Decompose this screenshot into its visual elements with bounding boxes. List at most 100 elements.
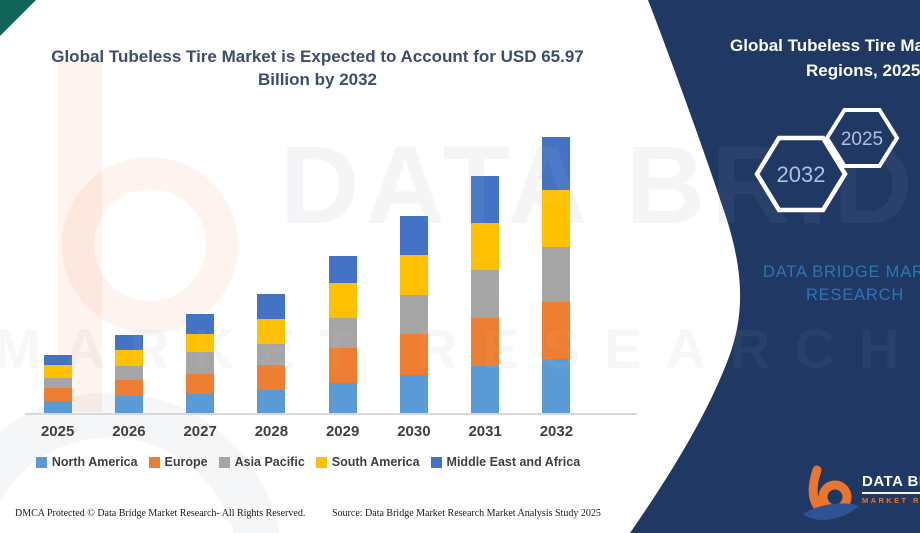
bar-segment <box>43 388 72 401</box>
bar-segment <box>43 365 72 378</box>
watermark-logo-stem <box>58 62 102 412</box>
bar-segment <box>399 374 428 413</box>
stacked-bar-2029 <box>328 256 357 413</box>
stacked-bar-2030 <box>399 216 428 413</box>
legend-label: Middle East and Africa <box>446 455 581 469</box>
logo-b-stem <box>808 465 826 515</box>
bar-segment <box>186 334 215 353</box>
hexagons: 2025 2032 <box>754 108 900 213</box>
bar-segment <box>471 175 500 224</box>
bar-segment <box>257 318 286 345</box>
legend-label: North America <box>51 455 138 469</box>
bar-segment <box>399 294 428 335</box>
bar-segment <box>114 365 143 381</box>
logo-swoosh <box>803 503 859 520</box>
legend-swatch-icon <box>148 456 160 468</box>
dbmr-logo: DATA BRI MARKET RE <box>800 458 920 530</box>
stacked-bar-2026 <box>114 335 143 413</box>
bar-segment <box>186 352 215 374</box>
x-axis-label: 2030 <box>397 423 431 440</box>
stacked-bar-2032 <box>542 137 571 413</box>
bar-segment <box>399 216 428 255</box>
bar-segment <box>328 256 357 284</box>
legend-item: Middle East and Africa <box>430 455 581 469</box>
x-axis-label: 2031 <box>468 423 502 440</box>
legend-swatch-icon <box>315 456 327 468</box>
stacked-bar-2028 <box>257 294 286 413</box>
x-axis-labels: 2025 2026 2027 2028 2029 2030 2031 2032 <box>22 423 592 440</box>
x-axis-line <box>25 413 637 415</box>
legend-label: Europe <box>164 455 208 469</box>
bar-segment <box>328 283 357 319</box>
bar-segment <box>542 358 571 413</box>
bar-segment <box>328 347 357 383</box>
bar-segment <box>257 364 286 391</box>
legend-item: Europe <box>148 455 208 469</box>
bar-segment <box>542 190 571 247</box>
legend-item: South America <box>315 455 420 469</box>
legend-label: South America <box>331 455 420 469</box>
bar-segment <box>114 335 143 350</box>
watermark-logo-bowl <box>62 157 238 333</box>
stacked-bar-2031 <box>471 175 500 413</box>
hexagon-2032-label: 2032 <box>777 162 826 187</box>
legend: North America Europe Asia Pacific South Ame… <box>16 455 600 469</box>
bar-segment <box>257 294 286 319</box>
bar-segment <box>471 318 500 366</box>
x-axis-label: 2028 <box>254 423 289 440</box>
bar-segment <box>43 355 72 366</box>
hexagon-2025-label: 2025 <box>841 129 883 150</box>
legend-label: Asia Pacific <box>234 455 305 469</box>
footer-dmca-text: DMCA Protected © Data Bridge Market Rese… <box>15 508 306 519</box>
hexagon-2025-icon <box>824 108 900 168</box>
bar-segment <box>399 334 428 375</box>
watermark-swoosh-arc <box>0 392 280 533</box>
bar-segment <box>328 382 357 413</box>
legend-item: North America <box>35 455 138 469</box>
stacked-bar-2025 <box>43 355 72 413</box>
bar-segment <box>114 349 143 366</box>
plot-area <box>22 0 592 413</box>
bar-segment <box>114 396 143 413</box>
logo-subtext: MARKET RE <box>862 496 920 505</box>
panel-brand-line2: RESEARCH <box>805 286 905 304</box>
bar-segment <box>186 393 215 413</box>
footer-source-text: Source: Data Bridge Market Research Mark… <box>332 508 601 519</box>
bar-segment <box>186 373 215 394</box>
bar-segment <box>43 377 72 389</box>
x-axis-label: 2026 <box>112 423 146 440</box>
bar-segment <box>542 137 571 191</box>
legend-swatch-icon <box>35 456 47 468</box>
bar-segment <box>114 380 143 397</box>
stacked-bar-2027 <box>186 313 215 413</box>
chart-title: Global Tubeless Tire Market is Expected … <box>40 45 595 91</box>
legend-item: Asia Pacific <box>218 455 305 469</box>
bar-segment <box>43 400 72 413</box>
logo-wordmark: DATA BRI <box>862 473 920 494</box>
bar-segment <box>328 318 357 348</box>
panel-title-line2: Regions, 2025 & <box>806 61 920 80</box>
legend-swatch-icon <box>430 456 442 468</box>
hexagon-2032-icon <box>754 135 848 213</box>
chart-title-line1: Global Tubeless Tire Market is Expected … <box>51 47 584 66</box>
bar-segment <box>542 302 571 359</box>
x-axis-label: 2027 <box>183 423 217 440</box>
bar-segment <box>471 223 500 270</box>
dbmr-logo-mark-icon <box>803 465 859 520</box>
x-axis-label: 2032 <box>539 423 574 440</box>
bar-segment <box>471 365 500 413</box>
bar-segment <box>399 254 428 295</box>
chart-title-line2: Billion by 2032 <box>257 70 378 89</box>
x-axis-label: 2029 <box>325 423 360 440</box>
bar-segment <box>542 246 571 303</box>
corner-triangle-decoration <box>0 0 36 36</box>
legend-swatch-icon <box>218 456 230 468</box>
panel-brand-line1: DATA BRIDGE MARK <box>763 263 920 281</box>
bar-segment <box>257 390 286 413</box>
bar-segment <box>257 344 286 365</box>
bar-segment <box>186 313 215 335</box>
bar-segment <box>471 269 500 319</box>
panel-title-line1: Global Tubeless Tire Ma <box>730 36 920 55</box>
